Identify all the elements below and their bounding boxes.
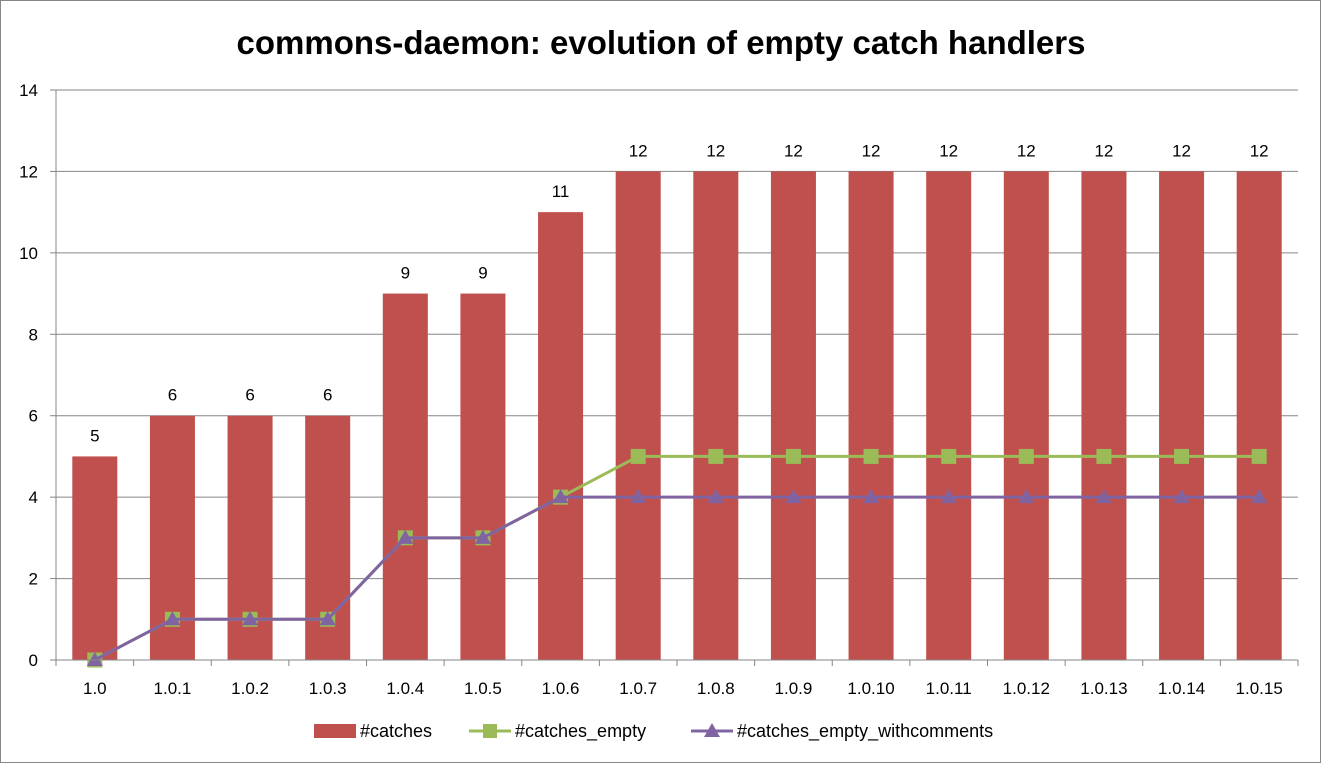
square-marker — [941, 448, 957, 464]
x-tick-label: 1.0.11 — [926, 679, 972, 698]
triangle-marker — [474, 529, 491, 544]
bar — [72, 456, 118, 660]
data-label: 12 — [629, 141, 648, 160]
series-line — [94, 495, 1260, 662]
triangle-marker — [704, 723, 720, 737]
x-axis: 1.0 1.0.1 1.0.2 1.0.3 1.0.4 1.0.5 1.0.6 1.0.7 1.… — [55, 659, 1299, 698]
bar — [615, 171, 661, 660]
square-marker — [708, 448, 724, 464]
data-labels: 5 6 6 6 9 9 11 12 12 12 12 12 12 12 12 12 — [90, 141, 1269, 445]
y-tick-label: 6 — [29, 407, 38, 426]
triangle-marker — [863, 489, 880, 504]
line-series — [86, 448, 1268, 668]
bar — [460, 293, 506, 660]
x-tick-label: 1.0.2 — [231, 679, 269, 698]
legend-swatch — [314, 724, 356, 738]
y-tick-label: 0 — [29, 651, 38, 670]
bar — [538, 212, 584, 660]
data-label: 12 — [784, 141, 803, 160]
y-tick-label: 2 — [29, 570, 38, 589]
data-label: 5 — [90, 426, 99, 445]
square-marker — [483, 724, 497, 738]
legend-label: #catches_empty — [515, 721, 646, 742]
triangle-marker — [164, 611, 181, 626]
bar — [1159, 171, 1205, 660]
chart-title: commons-daemon: evolution of empty catch… — [237, 24, 1086, 61]
x-tick-label: 1.0.15 — [1236, 679, 1283, 698]
x-tick-label: 1.0.8 — [697, 679, 735, 698]
y-axis: 0 2 4 6 8 10 12 14 — [19, 81, 57, 670]
data-label: 9 — [478, 264, 487, 283]
data-label: 12 — [1017, 141, 1036, 160]
data-label: 6 — [168, 386, 177, 405]
x-tick-label: 1.0.3 — [309, 679, 347, 698]
triangle-marker — [1251, 489, 1268, 504]
x-tick-label: 1.0.6 — [542, 679, 580, 698]
x-tick-label: 1.0.13 — [1080, 679, 1127, 698]
x-tick-label: 1.0.12 — [1003, 679, 1050, 698]
bar — [1236, 171, 1282, 660]
data-label: 6 — [323, 386, 332, 405]
data-label: 9 — [401, 264, 410, 283]
triangle-marker — [785, 489, 802, 504]
bar — [770, 171, 816, 660]
triangle-marker — [1173, 489, 1190, 504]
bar — [848, 171, 894, 660]
data-label: 12 — [706, 141, 725, 160]
x-tick-label: 1.0.5 — [464, 679, 502, 698]
y-tick-label: 10 — [19, 244, 38, 263]
square-marker — [863, 448, 879, 464]
x-tick-label: 1.0.1 — [154, 679, 192, 698]
square-marker — [1096, 448, 1112, 464]
y-tick-label: 8 — [29, 325, 38, 344]
triangle-marker — [940, 489, 957, 504]
x-tick-label: 1.0.9 — [775, 679, 813, 698]
data-label: 12 — [939, 141, 958, 160]
bar — [1003, 171, 1049, 660]
x-tick-label: 1.0.7 — [619, 679, 657, 698]
data-label: 12 — [1094, 141, 1113, 160]
triangle-marker — [242, 611, 259, 626]
legend-label: #catches_empty_withcomments — [737, 721, 993, 742]
square-marker — [785, 448, 801, 464]
y-tick-label: 4 — [29, 488, 38, 507]
triangle-marker — [319, 611, 336, 626]
square-marker — [630, 448, 646, 464]
square-marker — [1251, 448, 1267, 464]
data-label: 12 — [862, 141, 881, 160]
square-marker — [1018, 448, 1034, 464]
bar — [382, 293, 428, 660]
triangle-marker — [1095, 489, 1112, 504]
y-tick-label: 14 — [19, 81, 38, 100]
triangle-marker — [552, 489, 569, 504]
x-tick-label: 1.0.14 — [1158, 679, 1205, 698]
triangle-marker — [86, 652, 103, 666]
legend-label: #catches — [360, 721, 432, 741]
x-tick-label: 1.0.10 — [847, 679, 894, 698]
data-label: 11 — [552, 182, 570, 201]
square-marker — [1174, 448, 1190, 464]
x-tick-label: 1.0 — [83, 679, 107, 698]
x-tick-label: 1.0.4 — [386, 679, 424, 698]
bar — [926, 171, 972, 660]
bar — [1081, 171, 1127, 660]
triangle-marker — [630, 489, 647, 504]
y-tick-label: 12 — [19, 162, 38, 181]
data-label: 12 — [1172, 141, 1191, 160]
data-label: 12 — [1250, 141, 1269, 160]
bar-series — [72, 171, 1282, 660]
legend: #catches #catches_empty #catches_empty_wit… — [314, 721, 993, 742]
bar — [693, 171, 739, 660]
triangle-marker — [707, 489, 724, 504]
data-label: 6 — [245, 386, 254, 405]
triangle-marker — [1018, 489, 1035, 504]
triangle-marker — [397, 529, 414, 544]
